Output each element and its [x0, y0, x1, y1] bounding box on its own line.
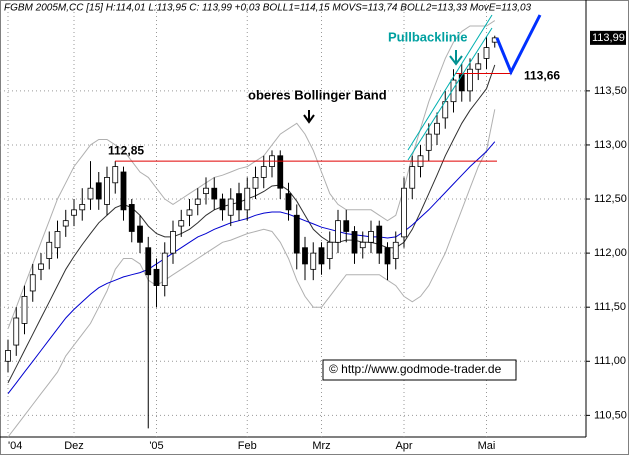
x-tick-label: Dez [64, 440, 84, 452]
last-price-box [590, 30, 626, 45]
y-tick-label: 112,00 [594, 247, 627, 259]
candle-body [54, 231, 61, 249]
arrow [449, 50, 463, 66]
candle-body [326, 241, 333, 259]
candle-body [277, 155, 284, 189]
candle-body [87, 187, 94, 200]
pullback-line [407, 14, 493, 151]
candle-body [359, 241, 366, 249]
indicator-line [7, 64, 496, 384]
candle-body [310, 252, 317, 270]
y-tick-label: 110,50 [594, 409, 627, 421]
candle-body [71, 209, 77, 216]
candle-body [434, 122, 440, 135]
candle-body [285, 193, 292, 211]
candle-body [5, 350, 11, 362]
candle-body [450, 79, 457, 103]
arrow [303, 110, 315, 124]
header: FGBM 2005M,CC [15] H:114,01 L:113,95 C: … [4, 3, 532, 14]
projection [495, 14, 542, 76]
candle-body [351, 231, 358, 254]
candle-body [467, 68, 473, 92]
x-tick-label: Feb [238, 440, 257, 452]
candle-body [104, 176, 110, 205]
y-tick-label: 113,00 [594, 139, 627, 151]
candle-body [95, 182, 102, 200]
candle-body [401, 187, 407, 238]
y-tick-label: 111,00 [594, 355, 626, 367]
annotation: oberes Bollinger Band [248, 87, 387, 102]
candle-body [302, 247, 308, 265]
candle-body [458, 74, 465, 92]
candle-body [293, 214, 300, 254]
level-label: 112,85 [108, 143, 144, 157]
candle-body [392, 241, 399, 259]
candle-body [483, 47, 490, 59]
candle-body [13, 317, 20, 346]
y-tick-label: 112,50 [594, 193, 627, 205]
candle-body [112, 166, 119, 184]
candle-body [219, 198, 226, 211]
candle-body [21, 295, 28, 324]
x-tick-label: '04 [8, 440, 22, 452]
copyright: © http://www.godmode-trader.de [329, 362, 502, 376]
candle-body [29, 274, 36, 292]
level-label: 113,66 [524, 69, 560, 83]
candle-body [186, 209, 193, 216]
candle-body [368, 231, 374, 243]
candle-body [244, 187, 251, 211]
candle-body [236, 193, 242, 211]
pullback-line [407, 27, 493, 161]
candle-body [227, 198, 234, 216]
y-tick-label: 111,50 [594, 301, 626, 313]
x-tick-label: '05 [149, 440, 163, 452]
candle-body [343, 220, 350, 232]
x-tick-label: Mai [478, 440, 496, 452]
candle-body [170, 231, 176, 254]
candle-body [79, 204, 86, 211]
x-tick-label: Mrz [312, 440, 330, 452]
candle-body [38, 263, 44, 270]
candle-body [128, 204, 135, 232]
candle-body [62, 220, 69, 227]
candle-body [318, 247, 325, 265]
candle-body [425, 133, 432, 151]
candle-body [120, 171, 127, 211]
candle-body [194, 198, 201, 205]
indicator-line [7, 141, 496, 395]
candle-body [335, 220, 341, 243]
candle-body [252, 176, 259, 189]
candle-body [376, 225, 383, 254]
candle-body [203, 187, 209, 195]
y-tick-label: 113,50 [594, 85, 627, 97]
candle-body [475, 63, 482, 70]
indicator-line [7, 109, 496, 438]
candle-body [161, 252, 168, 286]
candle-body [153, 268, 160, 286]
candle-body [137, 225, 143, 243]
candle-body [211, 187, 218, 200]
candle-body [46, 241, 53, 259]
last-price-label: 113,99 [592, 32, 625, 44]
copyright-box [322, 359, 517, 381]
candle-body [145, 247, 152, 276]
candle-body [384, 247, 391, 265]
candle-body [260, 166, 267, 178]
plot: 110,50 111,00 111,50 112,00 112,50 113,00 113,… [0, 0, 627, 452]
annotation: Pullbacklinie [388, 29, 467, 44]
candle-body [409, 166, 416, 189]
candle-body [178, 220, 185, 227]
x-tick-label: Apr [395, 440, 412, 452]
